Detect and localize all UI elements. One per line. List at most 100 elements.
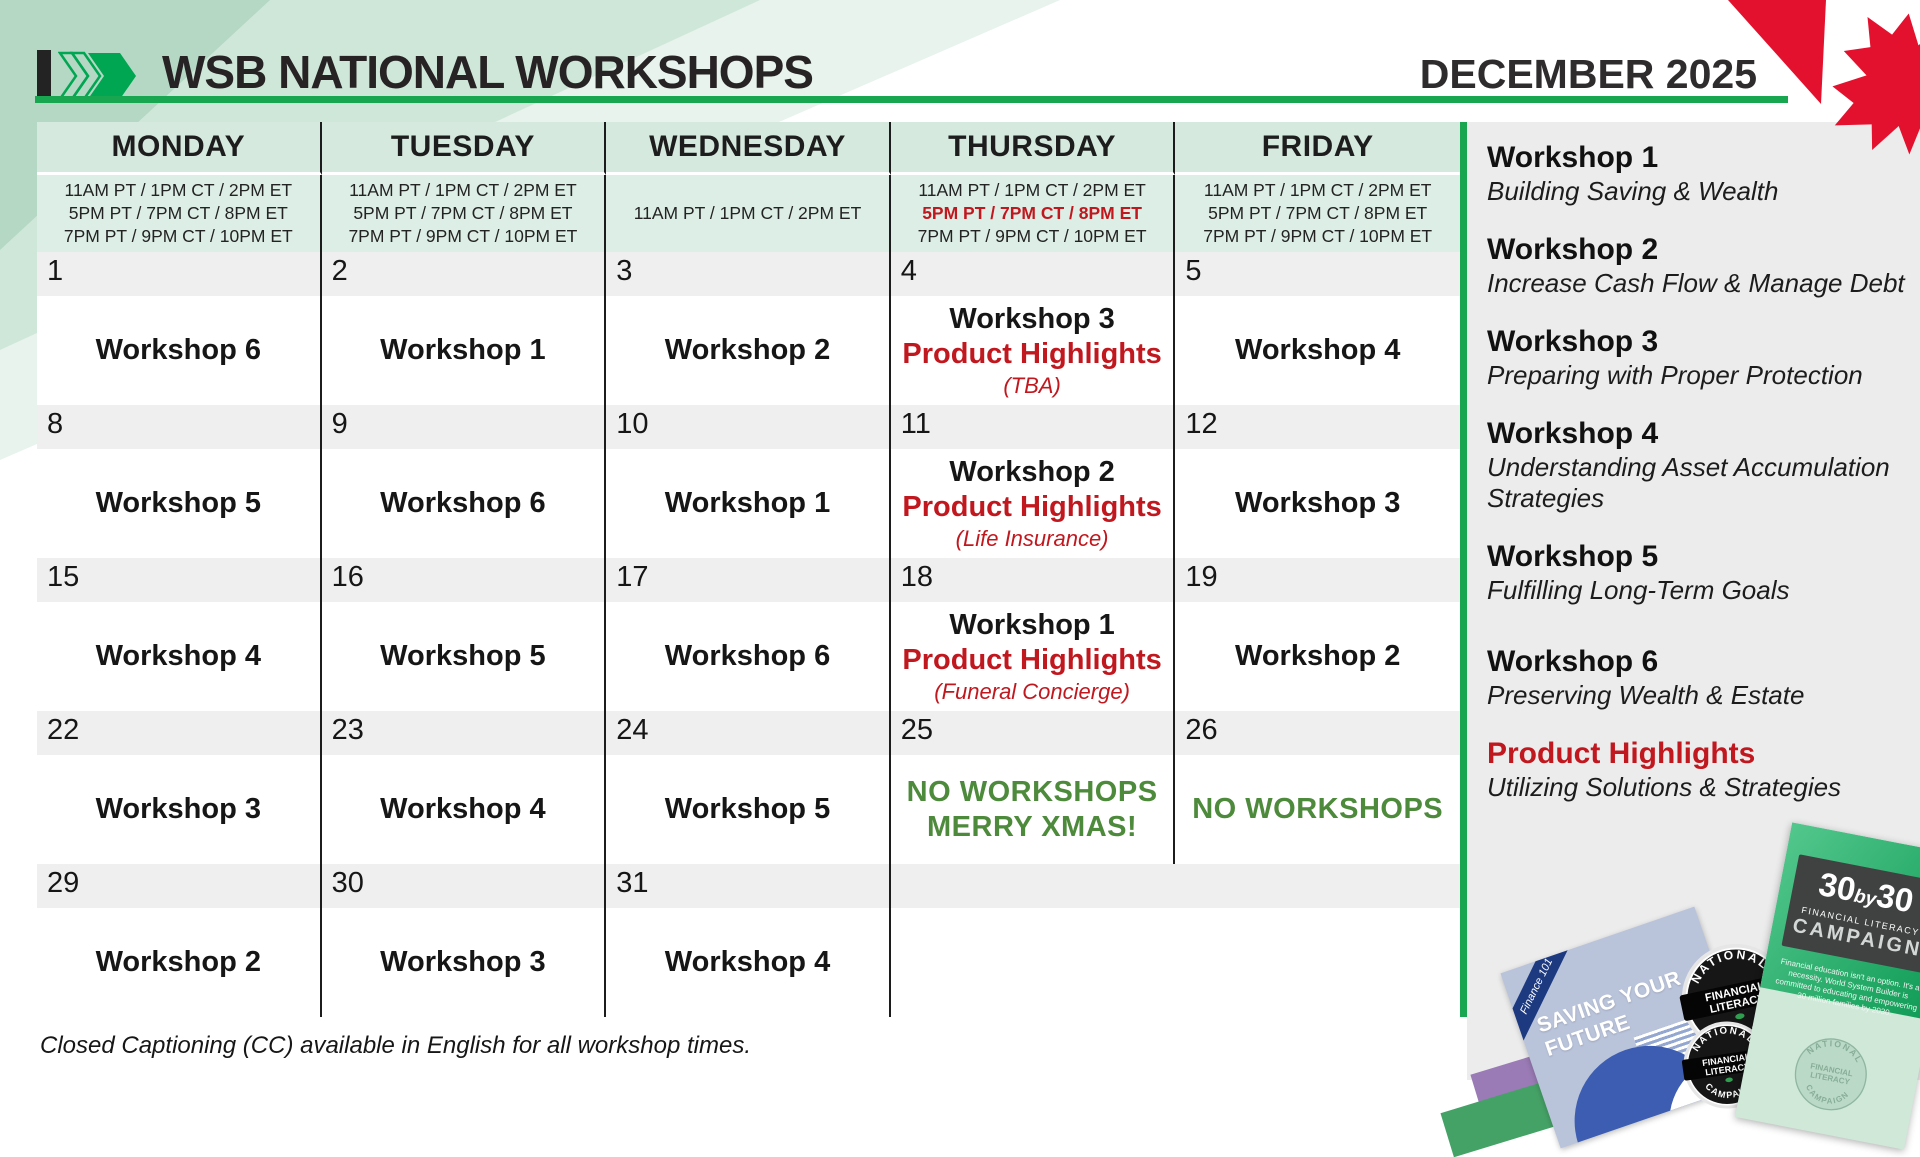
date-number: 4 <box>890 252 1174 296</box>
time-line: 5PM PT / 7PM CT / 8PM ET <box>922 203 1142 223</box>
legend-desc: Utilizing Solutions & Strategies <box>1487 772 1842 802</box>
time-line: 11AM PT / 1PM CT / 2PM ET <box>349 180 577 200</box>
cell-line: NO WORKSHOPS <box>1192 793 1444 825</box>
cell-line: Product Highlights <box>902 338 1162 370</box>
cell-body: Workshop 4 <box>606 908 889 1017</box>
calendar-cell-dec-23: 23 Workshop 4 <box>321 711 607 864</box>
time-cell-wednesday: 11AM PT / 1PM CT / 2PM ET <box>606 175 891 252</box>
calendar-cell-dec-19: 19 Workshop 2 <box>1175 558 1460 711</box>
calendar-cell-dec-11: 11 Workshop 2 Product Highlights (Life Insu… <box>890 405 1176 558</box>
day-header-tuesday: TUESDAY <box>321 122 607 175</box>
calendar-cell-dec-30: 30 Workshop 3 <box>321 864 607 1017</box>
date-number <box>890 864 1176 908</box>
cell-line: Product Highlights <box>902 644 1162 676</box>
time-cell-thursday: 11AM PT / 1PM CT / 2PM ET 5PM PT / 7PM CT… <box>890 175 1176 252</box>
date-number: 8 <box>37 405 320 449</box>
date-number: 10 <box>606 405 889 449</box>
cell-body: Workshop 4 <box>321 755 605 864</box>
page-title: WSB NATIONAL WORKSHOPS <box>162 46 814 98</box>
date-number: 19 <box>1175 558 1460 602</box>
cell-line: (Life Insurance) <box>955 526 1109 551</box>
time-line: 5PM PT / 7PM CT / 8PM ET <box>1208 203 1428 223</box>
calendar-cell-dec-3: 3 Workshop 2 <box>606 252 891 405</box>
date-number: 5 <box>1175 252 1460 296</box>
cell-line: Workshop 3 <box>1234 487 1401 519</box>
cell-line: Workshop 2 <box>664 334 831 366</box>
calendar-cell-dec-9: 9 Workshop 6 <box>321 405 607 558</box>
legend-desc: Increase Cash Flow & Manage Debt <box>1487 268 1905 298</box>
calendar-cell-dec-8: 8 Workshop 5 <box>37 405 322 558</box>
cell-body: Workshop 2 Product Highlights (Life Insura… <box>890 449 1174 558</box>
calendar-cell-dec-25: 25 NO WORKSHOPS MERRY XMAS! <box>890 711 1176 864</box>
cell-line: Workshop 4 <box>380 793 546 825</box>
week-row: 15 Workshop 4 16 Workshop 5 17 Workshop 6 18 Wo… <box>37 558 1460 711</box>
legend-title: Workshop 5 <box>1487 540 1659 573</box>
legend-title: Workshop 3 <box>1487 325 1659 358</box>
cell-body: Workshop 1 <box>321 296 605 405</box>
cell-body: Workshop 2 <box>37 908 320 1017</box>
date-number: 9 <box>321 405 605 449</box>
legend-item-workshop-2: Workshop 2 Increase Cash Flow & Manage De… <box>1487 232 1910 299</box>
time-line: 5PM PT / 7PM CT / 8PM ET <box>353 203 573 223</box>
cell-body: Workshop 3 Product Highlights (TBA) <box>890 296 1174 405</box>
time-line: 7PM PT / 9PM CT / 10PM ET <box>348 226 578 246</box>
calendar-cell-dec-4: 4 Workshop 3 Product Highlights (TBA) <box>890 252 1176 405</box>
cell-line: Workshop 2 <box>949 456 1115 488</box>
legend-item-workshop-1: Workshop 1 Building Saving & Wealth <box>1487 140 1910 207</box>
calendar-cell-dec-24: 24 Workshop 5 <box>606 711 891 864</box>
logo-bar <box>37 50 51 100</box>
cell-line: Workshop 3 <box>949 303 1115 335</box>
legend-item-workshop-3: Workshop 3 Preparing with Proper Protecti… <box>1487 324 1910 391</box>
green-divider <box>1460 122 1467 1017</box>
marketing-collage: Finance 101 SAVING YOUR FUTURE NATIONAL … <box>1440 822 1920 1157</box>
legend-desc: Preserving Wealth & Estate <box>1487 680 1805 710</box>
cell-line: Workshop 2 <box>95 946 262 978</box>
date-number: 12 <box>1175 405 1460 449</box>
calendar-cell-dec-15: 15 Workshop 4 <box>37 558 322 711</box>
time-line: 7PM PT / 9PM CT / 10PM ET <box>917 226 1147 246</box>
date-number: 2 <box>321 252 605 296</box>
month-title: DECEMBER 2025 <box>1419 51 1757 97</box>
time-line: 7PM PT / 9PM CT / 10PM ET <box>1203 226 1433 246</box>
cell-line: Workshop 1 <box>380 334 546 366</box>
cell-line: Workshop 2 <box>1234 640 1401 672</box>
cell-line: Workshop 5 <box>95 487 262 519</box>
cell-body: Workshop 2 <box>1175 602 1460 711</box>
cell-body: Workshop 3 <box>37 755 320 864</box>
legend-title: Product Highlights <box>1487 737 1756 770</box>
time-line: 11AM PT / 1PM CT / 2PM ET <box>918 180 1146 200</box>
calendar-cell-dec-16: 16 Workshop 5 <box>321 558 607 711</box>
calendar-cell-dec-29: 29 Workshop 2 <box>37 864 322 1017</box>
time-line: 11AM PT / 1PM CT / 2PM ET <box>64 180 293 200</box>
date-number: 22 <box>37 711 320 755</box>
date-number: 3 <box>606 252 889 296</box>
legend-desc: Understanding Asset Accumulation Strateg… <box>1487 452 1890 513</box>
flyer-badge-watermark: NATIONAL FINANCIAL LITERACY CAMPAIGN <box>1794 1033 1868 1111</box>
cell-body: Workshop 3 <box>321 908 605 1017</box>
cell-body: Workshop 5 <box>37 449 320 558</box>
time-line: 11AM PT / 1PM CT / 2PM ET <box>633 203 862 223</box>
calendar-cell-dec-26: 26 NO WORKSHOPS <box>1175 711 1460 864</box>
legend-item-workshop-6: Workshop 6 Preserving Wealth & Estate <box>1487 644 1910 711</box>
cell-line: MERRY XMAS! <box>927 810 1138 843</box>
cell-line: Workshop 3 <box>95 793 262 825</box>
cell-line: Workshop 6 <box>380 487 546 519</box>
legend-item-product-highlights: Product Highlights Utilizing Solutions & … <box>1487 736 1910 803</box>
cell-body: NO WORKSHOPS <box>1175 755 1460 864</box>
cell-line: (TBA) <box>1003 373 1061 398</box>
cell-line: Product Highlights <box>902 491 1162 523</box>
legend-desc: Fulfilling Long-Term Goals <box>1487 575 1790 605</box>
date-number: 29 <box>37 864 320 908</box>
cell-line: Workshop 5 <box>664 793 831 825</box>
calendar-cell-dec-5: 5 Workshop 4 <box>1175 252 1460 405</box>
day-header-thursday: THURSDAY <box>890 122 1176 175</box>
calendar-weeks: 1 Workshop 6 2 Workshop 1 3 Workshop 2 4 Worksh… <box>37 252 1460 1017</box>
cell-line: NO WORKSHOPS <box>906 775 1158 808</box>
calendar-cell-dec-1: 1 Workshop 6 <box>37 252 322 405</box>
cell-line: Workshop 4 <box>664 946 831 978</box>
date-number: 25 <box>890 711 1174 755</box>
cell-body: Workshop 5 <box>606 755 889 864</box>
date-number: 18 <box>890 558 1174 602</box>
calendar-cell-dec-12: 12 Workshop 3 <box>1175 405 1460 558</box>
time-cell-monday: 11AM PT / 1PM CT / 2PM ET 5PM PT / 7PM CT… <box>37 175 322 252</box>
